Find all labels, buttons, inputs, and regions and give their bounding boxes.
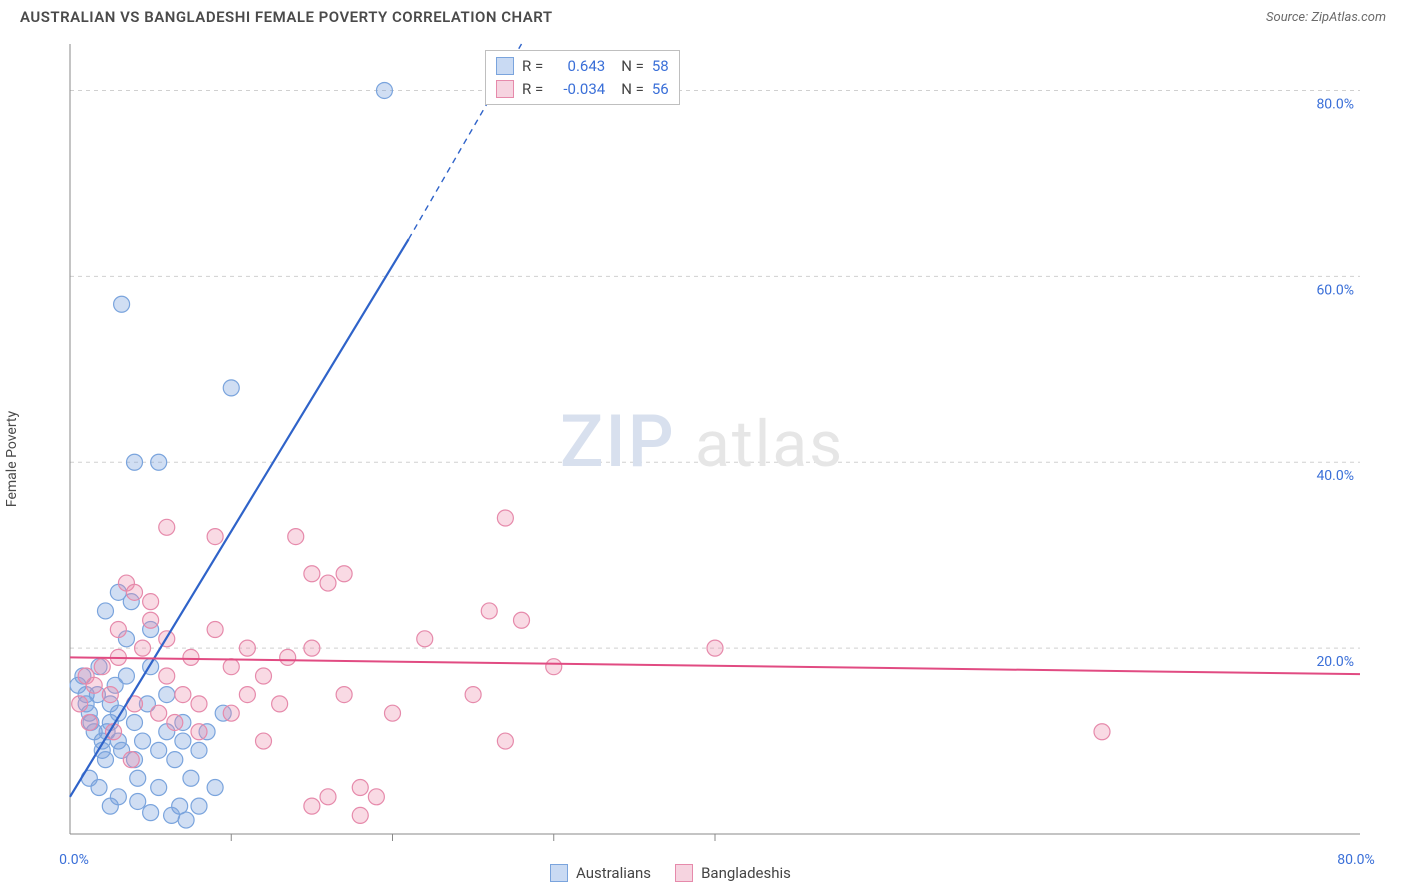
legend-row: R = 0.643N = 58 bbox=[496, 55, 669, 78]
data-point bbox=[336, 566, 352, 582]
data-point bbox=[143, 594, 159, 610]
data-point bbox=[97, 603, 113, 619]
svg-text:80.0%: 80.0% bbox=[1316, 96, 1354, 112]
data-point bbox=[151, 454, 167, 470]
data-point bbox=[86, 677, 102, 693]
svg-text:0.0%: 0.0% bbox=[59, 852, 89, 868]
data-point bbox=[497, 733, 513, 749]
data-point bbox=[368, 789, 384, 805]
svg-text:40.0%: 40.0% bbox=[1316, 468, 1354, 484]
data-point bbox=[320, 575, 336, 591]
data-point bbox=[191, 696, 207, 712]
scatter-chart: 20.0% 40.0% 60.0% 80.0% 0.0% 80.0% bbox=[20, 34, 1380, 884]
series-legend: Australians Bangladeshis bbox=[550, 864, 791, 882]
data-point bbox=[175, 733, 191, 749]
series-legend-item: Bangladeshis bbox=[675, 864, 791, 882]
data-point bbox=[102, 798, 118, 814]
data-point bbox=[135, 640, 151, 656]
data-point bbox=[143, 612, 159, 628]
series-legend-item: Australians bbox=[550, 864, 651, 882]
data-point bbox=[151, 705, 167, 721]
data-point bbox=[81, 714, 97, 730]
data-point bbox=[127, 584, 143, 600]
legend-swatch bbox=[496, 80, 514, 98]
svg-text:60.0%: 60.0% bbox=[1316, 282, 1354, 298]
data-point bbox=[178, 812, 194, 828]
data-point bbox=[280, 649, 296, 665]
legend-swatch bbox=[675, 864, 693, 882]
data-point bbox=[272, 696, 288, 712]
data-point bbox=[110, 622, 126, 638]
legend-swatch bbox=[496, 57, 514, 75]
data-point bbox=[164, 807, 180, 823]
data-point bbox=[94, 659, 110, 675]
data-point bbox=[175, 687, 191, 703]
data-point bbox=[352, 780, 368, 796]
data-point bbox=[465, 687, 481, 703]
data-point bbox=[207, 780, 223, 796]
data-point bbox=[151, 780, 167, 796]
data-point bbox=[127, 454, 143, 470]
data-point bbox=[239, 687, 255, 703]
data-point bbox=[159, 519, 175, 535]
data-point bbox=[143, 805, 159, 821]
data-point bbox=[417, 631, 433, 647]
data-point bbox=[114, 296, 130, 312]
legend-row: R = -0.034N = 56 bbox=[496, 78, 669, 101]
correlation-legend: R = 0.643N = 58R = -0.034N = 56 bbox=[485, 50, 680, 105]
data-point bbox=[159, 668, 175, 684]
data-point bbox=[207, 622, 223, 638]
data-point bbox=[376, 82, 392, 98]
data-point bbox=[130, 793, 146, 809]
data-point bbox=[320, 789, 336, 805]
data-point bbox=[97, 752, 113, 768]
data-point bbox=[191, 798, 207, 814]
data-point bbox=[1094, 724, 1110, 740]
data-point bbox=[151, 742, 167, 758]
source-attribution: Source: ZipAtlas.com bbox=[1266, 10, 1386, 25]
data-point bbox=[159, 687, 175, 703]
data-point bbox=[304, 566, 320, 582]
data-point bbox=[135, 733, 151, 749]
data-point bbox=[167, 714, 183, 730]
data-point bbox=[127, 714, 143, 730]
data-point bbox=[288, 529, 304, 545]
data-point bbox=[336, 687, 352, 703]
data-point bbox=[191, 724, 207, 740]
data-point bbox=[183, 770, 199, 786]
data-point bbox=[72, 696, 88, 712]
svg-text:20.0%: 20.0% bbox=[1316, 654, 1354, 670]
data-point bbox=[207, 529, 223, 545]
legend-swatch bbox=[550, 864, 568, 882]
chart-container: Female Poverty 20.0%40.0%60.0%80.0%0.0%8… bbox=[20, 34, 1386, 884]
data-point bbox=[546, 659, 562, 675]
data-point bbox=[514, 612, 530, 628]
data-point bbox=[256, 668, 272, 684]
chart-title: AUSTRALIAN VS BANGLADESHI FEMALE POVERTY… bbox=[20, 8, 553, 26]
data-point bbox=[167, 752, 183, 768]
data-point bbox=[256, 733, 272, 749]
data-point bbox=[385, 705, 401, 721]
svg-text:80.0%: 80.0% bbox=[1337, 852, 1375, 868]
data-point bbox=[183, 649, 199, 665]
data-point bbox=[223, 380, 239, 396]
data-point bbox=[223, 705, 239, 721]
data-point bbox=[223, 659, 239, 675]
data-point bbox=[118, 668, 134, 684]
data-point bbox=[707, 640, 723, 656]
data-point bbox=[102, 687, 118, 703]
data-point bbox=[481, 603, 497, 619]
data-point bbox=[304, 640, 320, 656]
data-point bbox=[191, 742, 207, 758]
y-axis-label: Female Poverty bbox=[4, 411, 20, 507]
data-point bbox=[123, 752, 139, 768]
data-point bbox=[130, 770, 146, 786]
data-point bbox=[352, 807, 368, 823]
data-point bbox=[304, 798, 320, 814]
data-point bbox=[497, 510, 513, 526]
data-point bbox=[239, 640, 255, 656]
